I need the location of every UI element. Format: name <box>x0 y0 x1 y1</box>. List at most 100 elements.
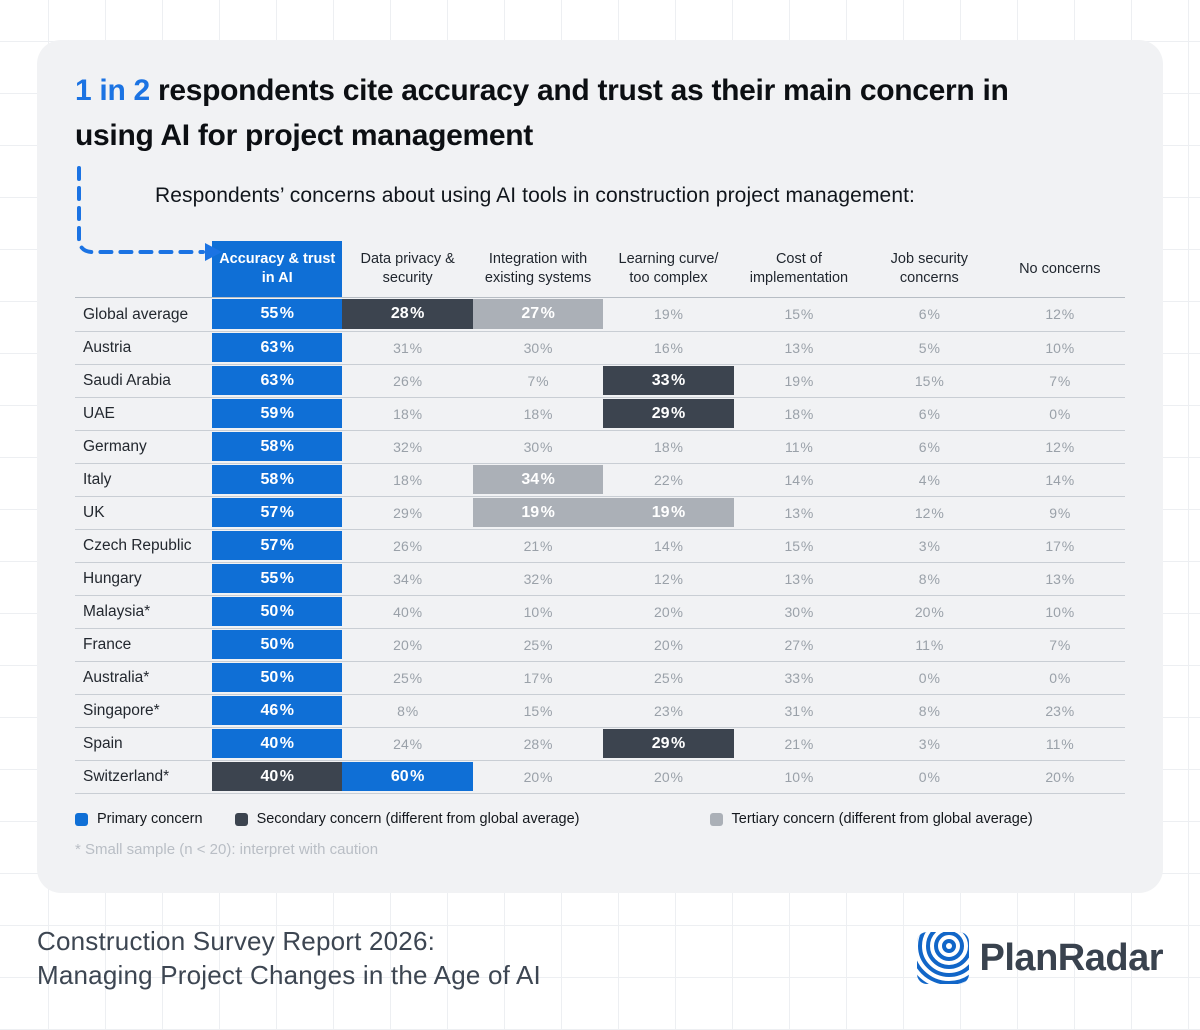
primary-value: 60 % <box>342 762 473 791</box>
value-cell: 12 % <box>995 431 1125 463</box>
value-cell: 55 % <box>212 563 343 595</box>
value-cell: 22 % <box>603 464 733 496</box>
column-header: Cost of implementation <box>749 251 849 286</box>
value: 34 % <box>393 570 423 587</box>
value: 12 % <box>914 504 944 521</box>
primary-value: 55 % <box>212 299 343 329</box>
value-cell: 13 % <box>734 563 864 595</box>
secondary-value: 29 % <box>603 399 734 428</box>
value-cell: 26 % <box>342 365 472 397</box>
column-header: Integration with existing systems <box>484 251 592 286</box>
value-cell: 40 % <box>212 728 343 760</box>
value-cell: 13 % <box>995 563 1125 595</box>
value-cell: 60 % <box>342 761 473 793</box>
value: 20 % <box>654 768 683 785</box>
column-header: No concerns <box>1019 260 1101 277</box>
value-cell: 15 % <box>734 530 864 562</box>
table-row: Czech Republic 57 % 26 % 21 % 14 % 15 % 3 % 17 … <box>75 529 1125 562</box>
value-cell: 25 % <box>603 662 733 694</box>
value: 4 % <box>918 471 940 488</box>
table-row: UK 57 % 29 % 19 % 19 % 13 % 12 % 9 % <box>75 496 1125 529</box>
table-row: Global average 55 % 28 % 27 % 19 % 15 % 6 % 12 … <box>75 298 1125 331</box>
value: 9 % <box>1049 504 1071 521</box>
value: 25 % <box>654 669 683 686</box>
value-cell: 28 % <box>473 728 603 760</box>
value-cell: 6 % <box>864 431 994 463</box>
column-header: Data privacy & security <box>360 251 455 286</box>
value-cell: 34 % <box>342 563 472 595</box>
infographic-card: 1 in 2 respondents cite accuracy and tru… <box>37 40 1163 893</box>
primary-value: 58 % <box>212 465 343 494</box>
dashed-arrow-icon <box>77 166 222 261</box>
value: 17 % <box>523 669 553 686</box>
value-cell: 46 % <box>212 695 343 727</box>
value-cell: 17 % <box>473 662 603 694</box>
value-cell: 4 % <box>864 464 994 496</box>
value: 18 % <box>523 405 553 422</box>
value-cell: 14 % <box>734 464 864 496</box>
primary-value: 57 % <box>212 498 343 527</box>
value-cell: 58 % <box>212 464 343 496</box>
value: 15 % <box>914 372 944 389</box>
value: 23 % <box>654 702 683 719</box>
value-cell: 17 % <box>995 530 1125 562</box>
value-cell: 20 % <box>864 596 994 628</box>
value: 33 % <box>784 669 814 686</box>
value: 20 % <box>1045 768 1075 785</box>
value: 32 % <box>523 570 553 587</box>
value-cell: 16 % <box>603 332 733 364</box>
table-body: Global average 55 % 28 % 27 % 19 % 15 % 6 % 12 … <box>75 297 1125 794</box>
value: 11 % <box>1045 735 1074 752</box>
value-cell: 18 % <box>342 398 472 430</box>
table-row: Switzerland* 40 % 60 % 20 % 20 % 10 % 0 % 20 % <box>75 760 1125 793</box>
value: 19 % <box>784 372 814 389</box>
report-title-line2: Managing Project Changes in the Age of A… <box>37 960 541 990</box>
row-label: Austria <box>83 339 132 356</box>
value-cell: 30 % <box>473 431 603 463</box>
value: 19 % <box>654 306 683 322</box>
value-cell: 29 % <box>342 497 472 529</box>
row-label: France <box>83 636 132 653</box>
page-title: 1 in 2 respondents cite accuracy and tru… <box>75 68 1035 158</box>
column-header-primary: Accuracy & trust in AI <box>212 241 343 297</box>
value-cell: 18 % <box>603 431 733 463</box>
row-label: Global average <box>83 305 189 323</box>
value: 26 % <box>393 537 423 554</box>
primary-value: 58 % <box>212 432 343 461</box>
value: 8 % <box>918 570 940 587</box>
value: 17 % <box>1045 537 1075 554</box>
table-row: France 50 % 20 % 25 % 20 % 27 % 11 % 7 % <box>75 628 1125 661</box>
legend: Primary concern Secondary concern (diffe… <box>75 811 1125 827</box>
value-cell: 30 % <box>473 332 603 364</box>
value-cell: 0 % <box>995 662 1125 694</box>
value-cell: 50 % <box>212 662 343 694</box>
value-cell: 18 % <box>734 398 864 430</box>
value: 18 % <box>784 405 814 422</box>
row-label: Saudi Arabia <box>83 372 171 389</box>
table-row: Germany 58 % 32 % 30 % 18 % 11 % 6 % 12 % <box>75 430 1125 463</box>
tertiary-value: 27 % <box>472 299 604 329</box>
value-cell: 15 % <box>734 298 864 331</box>
table-row: Spain 40 % 24 % 28 % 29 % 21 % 3 % 11 % <box>75 727 1125 760</box>
value: 30 % <box>523 339 553 356</box>
value-cell: 50 % <box>212 596 343 628</box>
row-label: Switzerland* <box>83 768 170 785</box>
value-cell: 27 % <box>472 298 604 331</box>
value-cell: 63 % <box>212 365 343 397</box>
value: 10 % <box>1045 339 1075 356</box>
secondary-value: 40 % <box>212 762 343 791</box>
value-cell: 19 % <box>603 497 734 529</box>
column-header: Job security concerns <box>890 251 969 286</box>
value: 21 % <box>784 735 814 752</box>
primary-value: 63 % <box>212 333 343 362</box>
value-cell: 21 % <box>473 530 603 562</box>
value-cell: 13 % <box>734 497 864 529</box>
value-cell: 10 % <box>473 596 603 628</box>
secondary-value: 28 % <box>342 299 473 329</box>
value-cell: 12 % <box>864 497 994 529</box>
value-cell: 23 % <box>995 695 1125 727</box>
value: 0 % <box>918 669 940 686</box>
value: 31 % <box>784 702 814 719</box>
tertiary-value: 19 % <box>603 498 734 527</box>
value: 14 % <box>1045 471 1075 488</box>
